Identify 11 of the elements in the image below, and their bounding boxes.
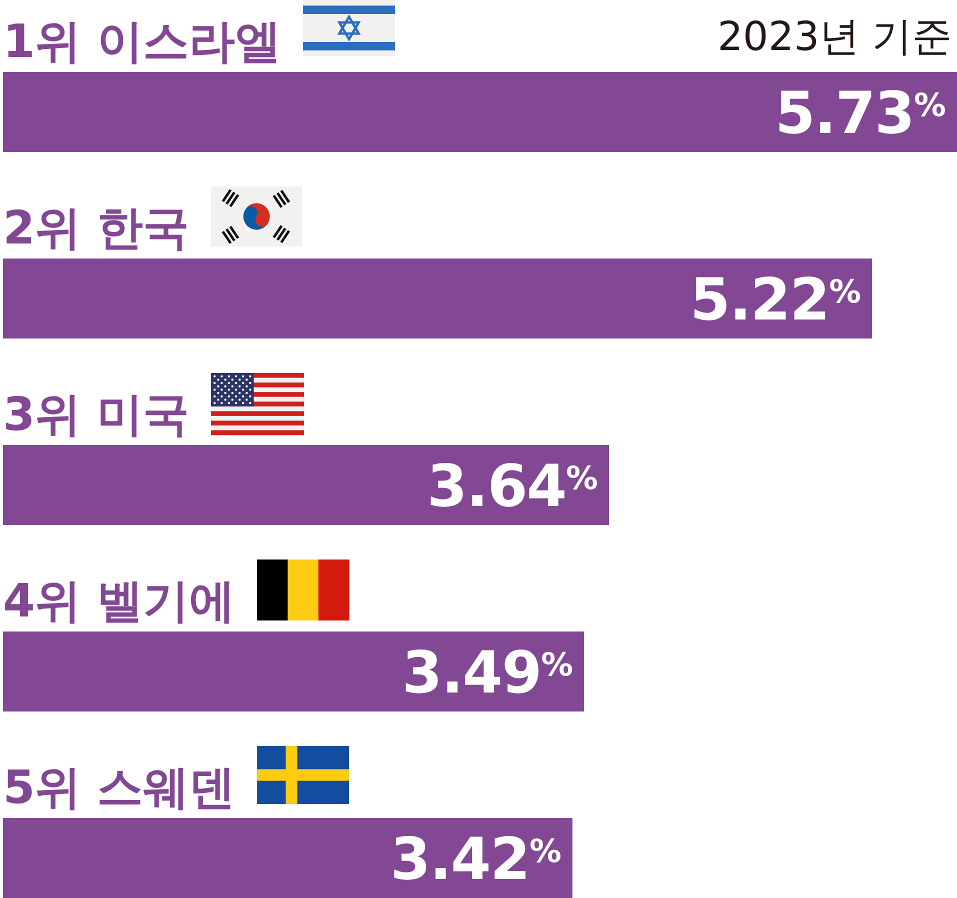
category-label: 1위 이스라엘 — [3, 14, 282, 68]
value-label: 3.49$^{%}$ — [402, 638, 572, 706]
category-label: 5위 스웨덴 — [3, 760, 236, 814]
value-label: 5.73$^{%}$ — [774, 78, 945, 147]
value-label: 3.64$^{%}$ — [426, 452, 597, 520]
category-label: 2위 한국 — [3, 200, 190, 254]
category-label: 3위 미국 — [3, 387, 190, 441]
category-label: 4위 벨기에 — [3, 574, 236, 628]
annotation: 2023년 기준 — [717, 14, 952, 60]
value-label: 3.42$^{%}$ — [390, 824, 560, 893]
value-label: 5.22$^{%}$ — [690, 265, 860, 334]
